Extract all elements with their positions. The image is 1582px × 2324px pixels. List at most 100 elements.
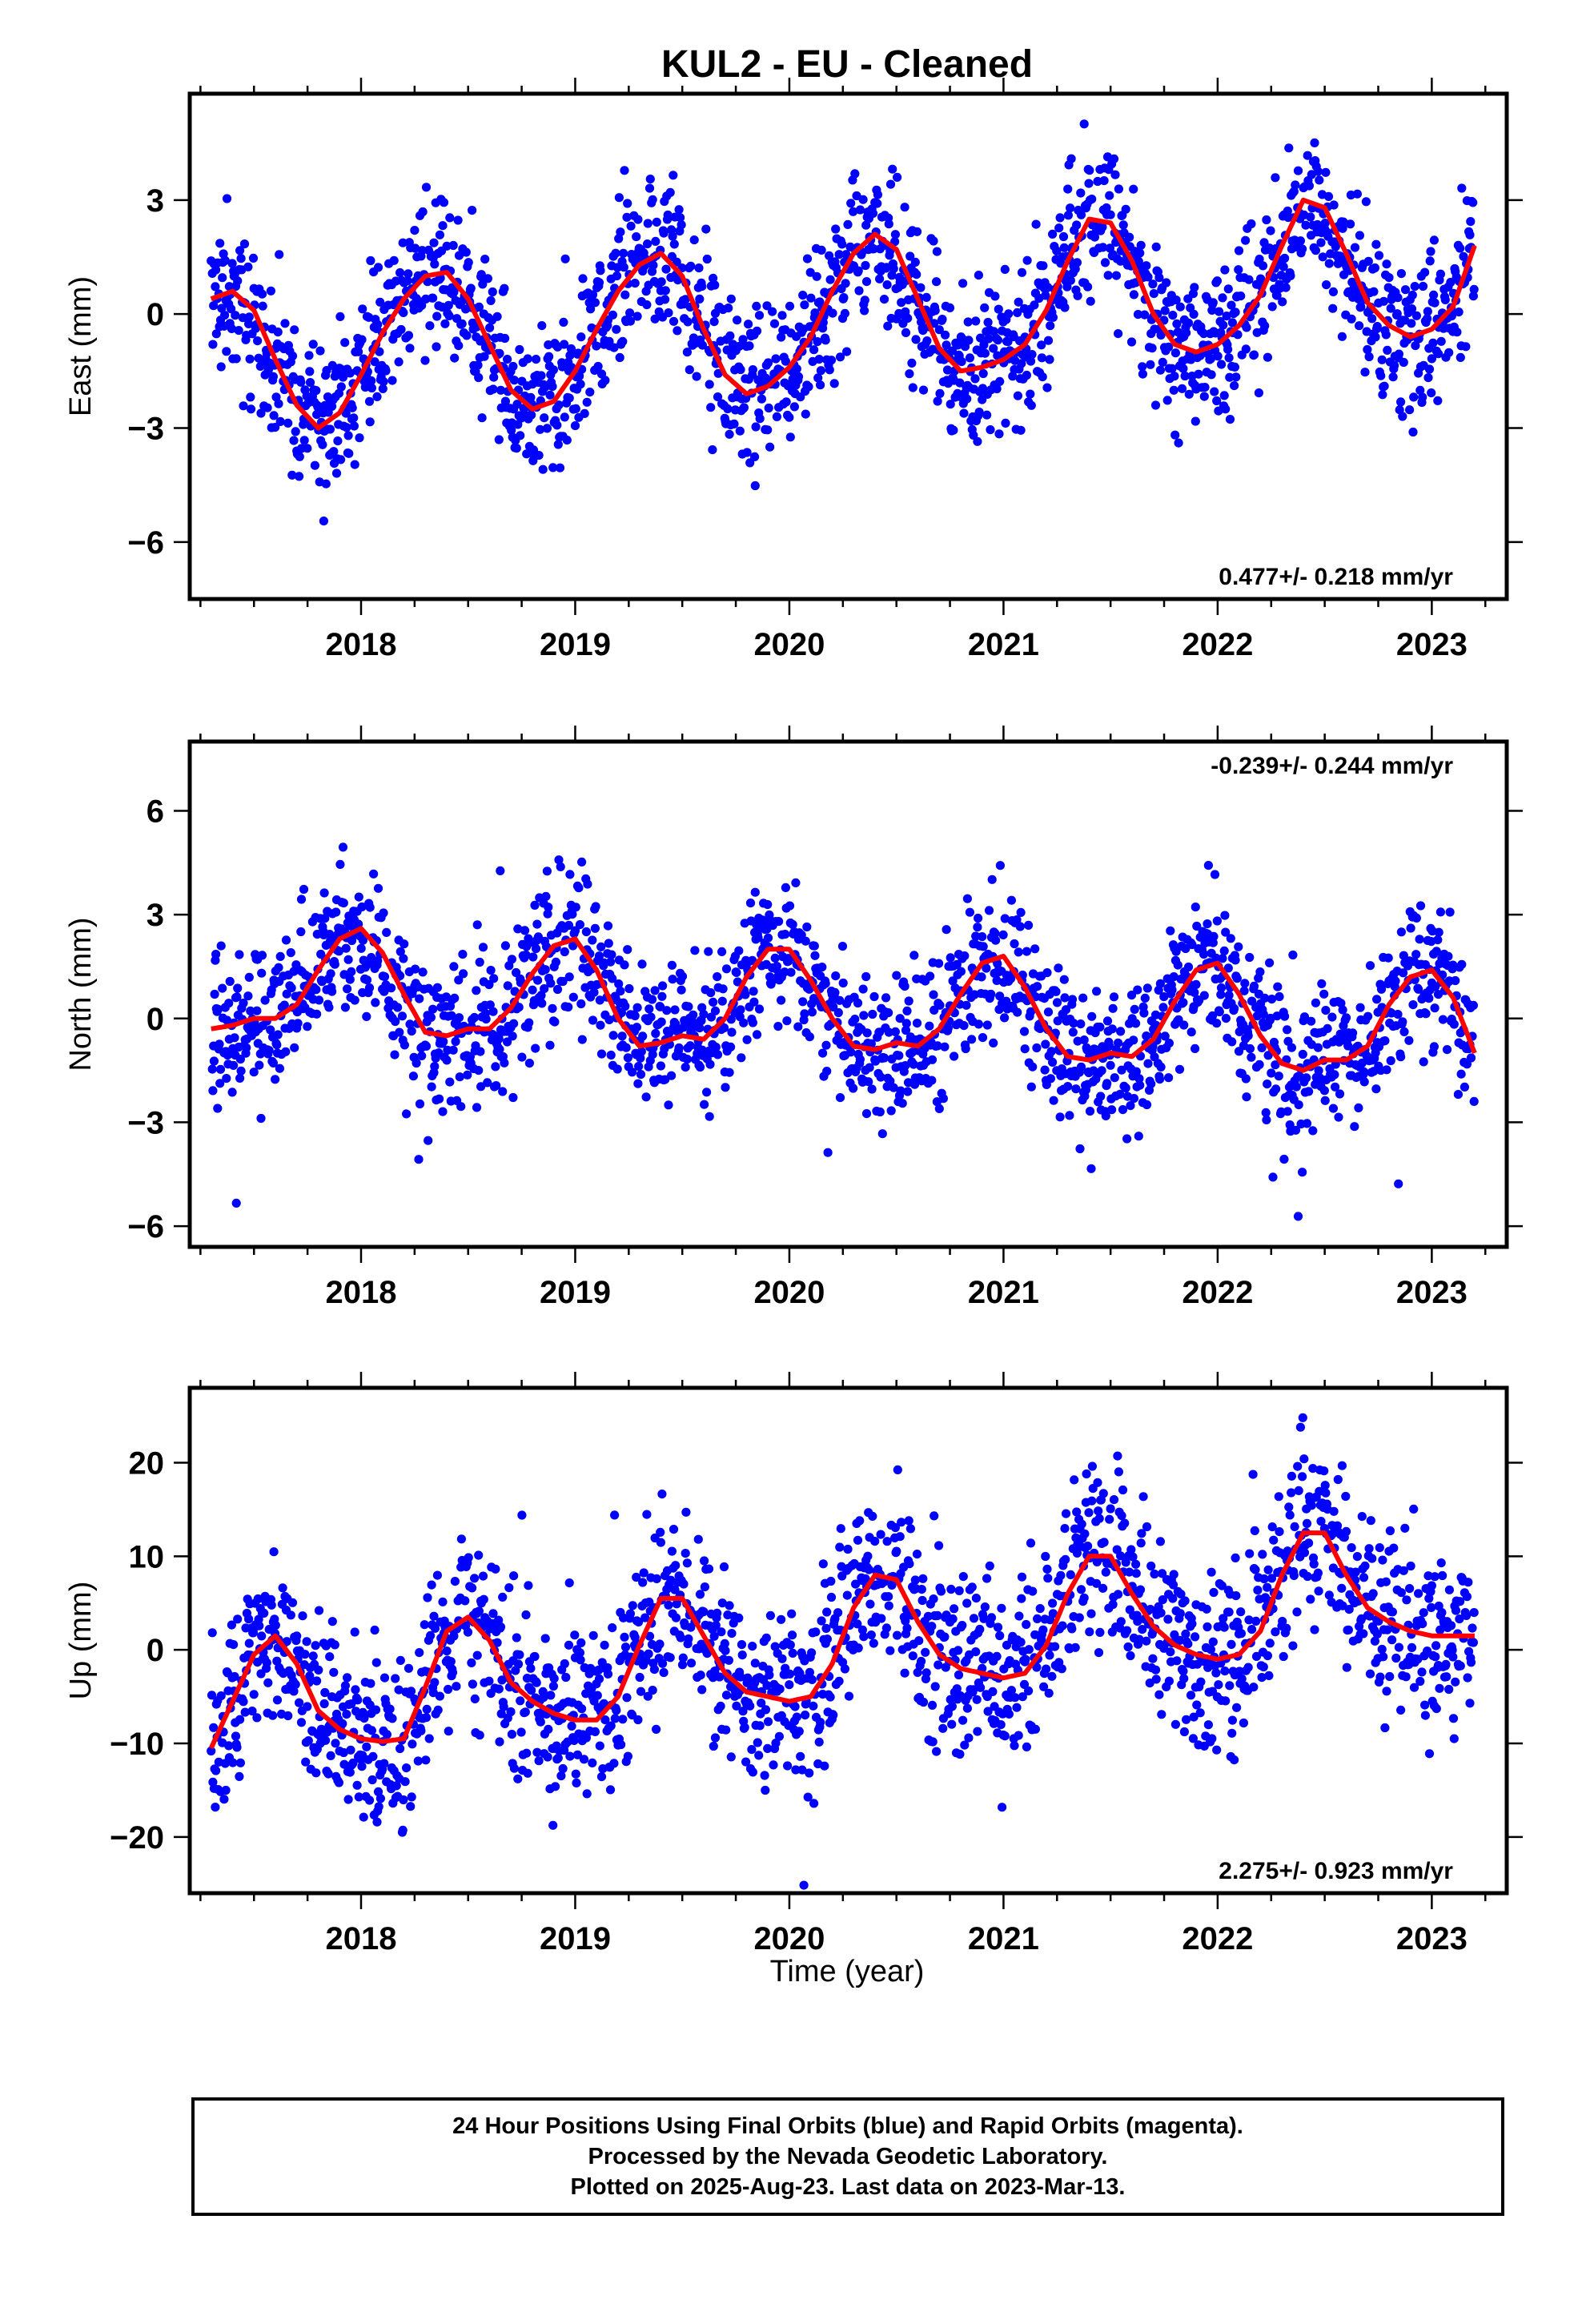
data-point [642,1510,652,1519]
data-point [472,920,482,930]
data-point [480,352,489,361]
data-point [813,373,823,383]
data-point [855,1055,865,1064]
data-point [416,1726,426,1735]
data-point [775,1684,785,1694]
data-point [565,1751,575,1761]
data-point [402,1763,412,1773]
data-point [569,1735,579,1745]
data-point [932,247,942,256]
data-point [513,1774,523,1783]
data-point [239,239,250,249]
data-point [450,353,460,363]
data-point [450,993,460,1003]
data-point [1386,1055,1395,1066]
data-point [858,195,868,204]
data-point [632,1572,641,1582]
data-point [1449,1019,1459,1029]
data-point [596,1772,607,1782]
data-point [281,1047,291,1056]
data-point [882,1537,892,1546]
data-point [938,1723,948,1733]
data-point [423,1593,432,1602]
data-point [412,1058,421,1068]
data-point [1138,369,1147,379]
data-point [512,1633,521,1642]
data-point [207,1628,217,1638]
data-point [1221,1014,1231,1023]
data-point [500,1058,509,1068]
data-point [253,1594,263,1604]
data-point [717,996,727,1006]
data-point [1038,372,1047,382]
data-point [1407,304,1417,314]
data-point [690,946,700,955]
data-point [1072,258,1082,267]
data-point [560,340,569,349]
data-point [734,946,744,955]
data-point [1393,1010,1403,1019]
data-point [1030,944,1040,954]
data-point [1424,994,1434,1003]
data-point [781,883,791,892]
data-point [526,1663,536,1673]
data-point [564,972,574,982]
data-point [593,361,603,372]
data-point [705,1059,715,1069]
data-point [905,251,915,261]
data-point [978,368,988,379]
data-point [1164,1039,1174,1048]
data-point [429,1611,439,1621]
data-point [435,1691,445,1701]
data-point [794,1727,804,1736]
data-point [588,935,597,945]
data-point [763,899,773,910]
east-fit-line [210,197,1477,431]
data-point [917,1595,927,1606]
data-point [723,404,733,414]
data-point [541,891,551,901]
chart-title: KUL2 - EU - Cleaned [661,43,1033,86]
data-point [256,408,266,418]
data-point [1017,267,1027,277]
data-point [211,329,221,339]
data-point [897,1099,907,1108]
data-point [1240,979,1250,988]
data-point [1076,1062,1086,1072]
data-point [1046,1047,1056,1056]
data-point [207,1064,217,1074]
data-point [869,244,878,254]
data-point [1298,244,1307,254]
data-point [534,451,544,460]
data-point [1169,385,1178,395]
data-point [772,412,782,422]
data-point [1423,307,1432,316]
data-point [497,1675,507,1685]
data-point [822,1067,832,1076]
data-point [733,316,742,325]
data-point [220,311,230,320]
data-point [404,1663,414,1673]
data-point [786,967,796,977]
data-point [474,1606,484,1616]
data-point [244,972,254,982]
data-point [608,1031,618,1040]
data-point [785,1669,795,1679]
data-point [209,301,219,311]
data-point [948,1614,958,1624]
data-point [334,947,343,956]
data-point [259,1608,269,1618]
data-point [1279,1154,1289,1164]
data-point [405,344,415,353]
data-point [763,933,773,943]
data-point [565,870,575,879]
data-point [842,1590,852,1600]
data-point [1014,947,1023,957]
data-point [399,308,408,317]
data-point [963,317,973,327]
data-point [370,357,379,367]
data-point [570,1630,580,1640]
data-point [805,1667,815,1677]
data-point [1294,1100,1303,1110]
data-point [1331,1082,1340,1092]
